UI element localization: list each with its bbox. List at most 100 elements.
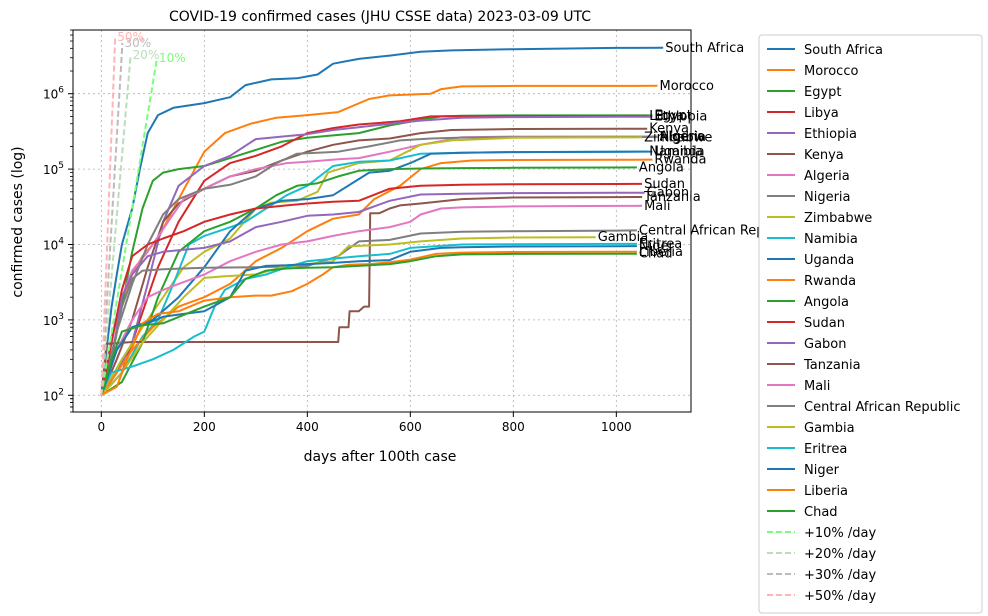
series-line-gambia xyxy=(100,236,596,396)
legend-label-eritrea: Eritrea xyxy=(804,442,847,457)
axes: 0 200 400 600 800 1000 102 103 104 105 106 xyxy=(43,29,632,434)
series-end-label-south-africa: South Africa xyxy=(665,41,744,56)
x-tick-label: 0 xyxy=(98,420,106,434)
reference-label-10-day: 10% xyxy=(159,51,186,65)
series-end-label-egypt: Egypt xyxy=(654,108,692,123)
series-line-gabon xyxy=(100,191,645,396)
legend-label-20-day: +20% /day xyxy=(804,547,877,562)
series-end-label-libya: Libya xyxy=(649,109,684,124)
y-axis-label: confirmed cases (log) xyxy=(10,146,26,297)
series-line-angola xyxy=(100,166,637,397)
series-end-label-eritrea: Eritrea xyxy=(639,237,682,252)
legend-label-ethiopia: Ethiopia xyxy=(804,127,857,142)
series-line-chad xyxy=(100,252,637,396)
legend-label-gambia: Gambia xyxy=(804,421,855,436)
legend-label-algeria: Algeria xyxy=(804,169,850,184)
series-end-label-namibia: Namibia xyxy=(649,145,703,160)
series-line-nigeria xyxy=(100,136,658,396)
series-line-uganda xyxy=(100,150,653,396)
chart-title: COVID-19 confirmed cases (JHU CSSE data)… xyxy=(169,9,591,25)
legend-label-tanzania: Tanzania xyxy=(803,358,861,373)
series-end-label-kenya: Kenya xyxy=(649,122,689,137)
series-end-label-sudan: Sudan xyxy=(644,177,685,192)
plot-frame xyxy=(72,29,692,413)
series-end-label-angola: Angola xyxy=(639,160,684,175)
y-tick-label: 103 xyxy=(43,312,64,328)
reference-line-50-day xyxy=(100,36,117,396)
legend-label-liberia: Liberia xyxy=(804,484,848,499)
legend-label-morocco: Morocco xyxy=(804,64,858,79)
series-line-libya xyxy=(100,114,648,396)
legend-label-kenya: Kenya xyxy=(804,148,844,163)
series-end-label-mali: Mali xyxy=(644,199,670,214)
series-line-south-africa xyxy=(100,46,664,396)
series-end-label-rwanda: Rwanda xyxy=(654,153,706,168)
legend-label-libya: Libya xyxy=(804,106,839,121)
series-end-labels: South Africa Morocco EgyptLibyaEthiopiaKen… xyxy=(598,41,796,262)
legend-label-central-african-republic: Central African Republic xyxy=(804,400,960,415)
legend-label-nigeria: Nigeria xyxy=(804,190,851,205)
legend-label-uganda: Uganda xyxy=(804,253,854,268)
y-tick-label: 106 xyxy=(43,86,64,102)
series-line-rwanda xyxy=(100,158,653,396)
legend-label-gabon: Gabon xyxy=(804,337,847,352)
series-end-label-central-african-republic: Central African Republic xyxy=(639,223,795,238)
y-tick-label: 104 xyxy=(43,236,64,252)
series-line-eritrea xyxy=(100,242,637,396)
series-line-sudan xyxy=(100,182,643,396)
reference-label-30-day: 30% xyxy=(124,36,151,50)
reference-lines: 10%20%30%50% xyxy=(100,30,186,396)
x-tick-label: 1000 xyxy=(601,420,632,434)
series-end-label-uganda: Uganda xyxy=(654,145,704,160)
series-end-label-zimbabwe: Zimbabwe xyxy=(644,130,712,145)
legend-label-egypt: Egypt xyxy=(804,85,842,100)
series-line-mali xyxy=(100,204,643,396)
legend: South Africa Morocco Egypt Libya Ethiopia Ken… xyxy=(758,34,983,614)
series-line-liberia xyxy=(100,250,637,397)
series-line-niger xyxy=(100,245,637,396)
reference-line-10-day xyxy=(100,58,158,396)
legend-label-mali: Mali xyxy=(804,379,830,394)
series-end-label-chad: Chad xyxy=(639,247,673,262)
x-tick-label: 200 xyxy=(193,420,216,434)
x-tick-label: 600 xyxy=(399,420,422,434)
legend-label-10-day: +10% /day xyxy=(804,526,877,541)
legend-frame xyxy=(758,34,983,614)
legend-label-chad: Chad xyxy=(804,505,838,520)
legend-label-angola: Angola xyxy=(804,295,849,310)
series-end-label-niger: Niger xyxy=(639,239,675,254)
legend-label-rwanda: Rwanda xyxy=(804,274,856,289)
y-tick-label: 102 xyxy=(43,387,64,403)
series-end-label-morocco: Morocco xyxy=(660,79,714,94)
grid xyxy=(73,30,691,412)
series-end-label-liberia: Liberia xyxy=(639,245,683,260)
x-tick-label: 400 xyxy=(296,420,319,434)
series-line-tanzania xyxy=(100,196,643,396)
legend-label-niger: Niger xyxy=(804,463,840,478)
x-tick-label: 800 xyxy=(502,420,525,434)
reference-label-50-day: 50% xyxy=(117,30,144,44)
series-line-ethiopia xyxy=(100,115,653,396)
series-layer xyxy=(100,46,664,397)
reference-label-20-day: 20% xyxy=(133,48,160,62)
series-end-label-ethiopia: Ethiopia xyxy=(654,110,707,125)
series-line-morocco xyxy=(100,84,658,396)
legend-label-sudan: Sudan xyxy=(804,316,845,331)
series-line-zimbabwe xyxy=(100,136,643,396)
legend-label-50-day: +50% /day xyxy=(804,589,877,604)
legend-label-zimbabwe: Zimbabwe xyxy=(804,211,872,226)
series-end-label-gabon: Gabon xyxy=(647,186,690,201)
legend-label-namibia: Namibia xyxy=(804,232,858,247)
series-end-label-nigeria: Nigeria xyxy=(660,130,707,145)
reference-line-20-day xyxy=(100,54,132,396)
series-line-namibia xyxy=(100,150,648,396)
series-line-central-african-republic xyxy=(100,229,637,396)
series-end-label-tanzania: Tanzania xyxy=(643,190,701,205)
series-end-label-algeria: Algeria xyxy=(660,129,706,144)
series-end-label-gambia: Gambia xyxy=(598,230,649,245)
x-axis-label: days after 100th case xyxy=(304,449,457,465)
reference-line-30-day xyxy=(100,43,124,396)
legend-label-30-day: +30% /day xyxy=(804,568,877,583)
legend-label-south-africa: South Africa xyxy=(804,43,883,58)
